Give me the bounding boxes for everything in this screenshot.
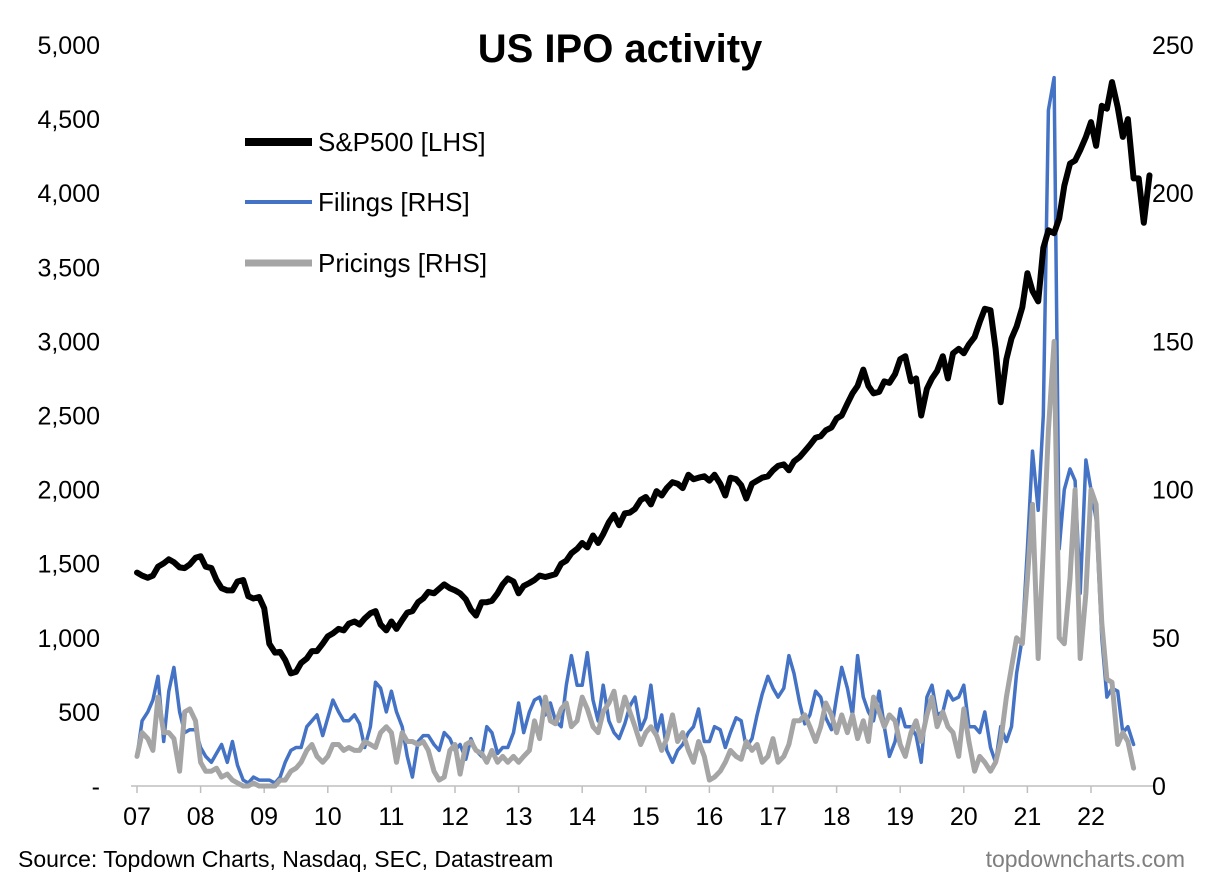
right-tick-label: 250 <box>1152 32 1194 60</box>
chart-title: US IPO activity <box>478 27 763 71</box>
right-tick-label: 100 <box>1152 477 1194 505</box>
x-axis: 07 08 09 10 11 12 13 14 15 16 17 18 19 20 21 22 <box>123 786 1105 831</box>
x-tick-label: 20 <box>950 803 978 831</box>
left-tick-label: 4,500 <box>37 106 100 134</box>
x-tick-label: 21 <box>1013 803 1041 831</box>
series-lines <box>134 75 1153 789</box>
x-tick-label: 07 <box>123 803 151 831</box>
left-tick-label: 3,500 <box>37 254 100 282</box>
brand-watermark: topdowncharts.com <box>986 846 1185 872</box>
legend-label-pricings: Pricings [RHS] <box>318 248 487 278</box>
legend: S&P500 [LHS] Filings [RHS] Pricings [RHS… <box>245 127 487 278</box>
left-tick-label: 3,000 <box>37 328 100 356</box>
right-axis: 0 50 100 150 200 250 <box>1152 32 1194 801</box>
source-note: Source: Topdown Charts, Nasdaq, SEC, Dat… <box>18 846 553 872</box>
left-axis: - 500 1,000 1,500 2,000 2,500 3,000 3,500 4,000 4… <box>37 32 100 801</box>
left-tick-label: 5,000 <box>37 32 100 60</box>
x-tick-label: 11 <box>378 803 404 831</box>
legend-label-filings: Filings [RHS] <box>318 187 470 217</box>
left-tick-label: 1,500 <box>37 551 100 579</box>
right-tick-label: 200 <box>1152 180 1194 208</box>
x-tick-label: 17 <box>759 803 787 831</box>
x-tick-label: 22 <box>1077 803 1105 831</box>
right-tick-label: 50 <box>1152 625 1180 653</box>
right-tick-label: 150 <box>1152 328 1194 356</box>
x-tick-label: 19 <box>886 803 914 831</box>
left-tick-label: 1,000 <box>37 625 100 653</box>
x-tick-label: 16 <box>695 803 723 831</box>
left-tick-label: - <box>92 773 100 801</box>
x-tick-label: 18 <box>823 803 851 831</box>
left-tick-label: 2,500 <box>37 403 100 431</box>
x-tick-label: 15 <box>632 803 660 831</box>
x-tick-label: 09 <box>250 803 278 831</box>
pricings-line <box>134 338 1137 789</box>
right-tick-label: 0 <box>1152 773 1166 801</box>
x-tick-label: 08 <box>187 803 215 831</box>
legend-label-sp500: S&P500 [LHS] <box>318 127 486 157</box>
left-tick-label: 4,000 <box>37 180 100 208</box>
left-tick-label: 2,000 <box>37 477 100 505</box>
x-tick-label: 12 <box>441 803 469 831</box>
x-tick-label: 10 <box>314 803 342 831</box>
left-tick-label: 500 <box>58 699 100 727</box>
filings-line <box>135 75 1136 785</box>
x-tick-label: 14 <box>568 803 596 831</box>
x-tick-label: 13 <box>505 803 533 831</box>
sp500-line <box>134 79 1153 677</box>
